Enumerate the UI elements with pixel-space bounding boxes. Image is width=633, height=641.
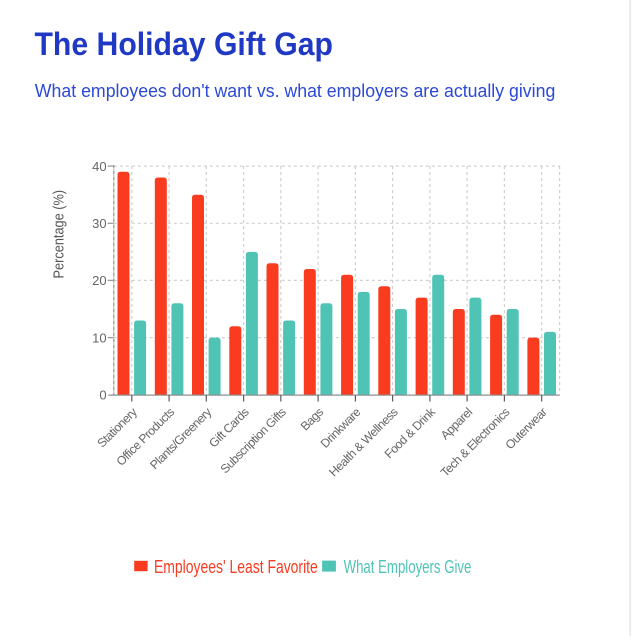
svg-text:Percentage (%): Percentage (%): [51, 190, 68, 279]
svg-text:10: 10: [92, 330, 106, 345]
svg-text:What employees don't want vs.: What employees don't want vs. what emplo…: [35, 80, 556, 101]
svg-text:0: 0: [99, 388, 106, 403]
svg-text:20: 20: [92, 273, 106, 288]
svg-text:What Employers Give: What Employers Give: [344, 556, 472, 577]
svg-text:40: 40: [92, 159, 106, 174]
svg-text:Employees' Least Favorite: Employees' Least Favorite: [154, 556, 318, 577]
svg-text:30: 30: [92, 216, 106, 231]
svg-text:The Holiday Gift Gap: The Holiday Gift Gap: [35, 26, 334, 62]
